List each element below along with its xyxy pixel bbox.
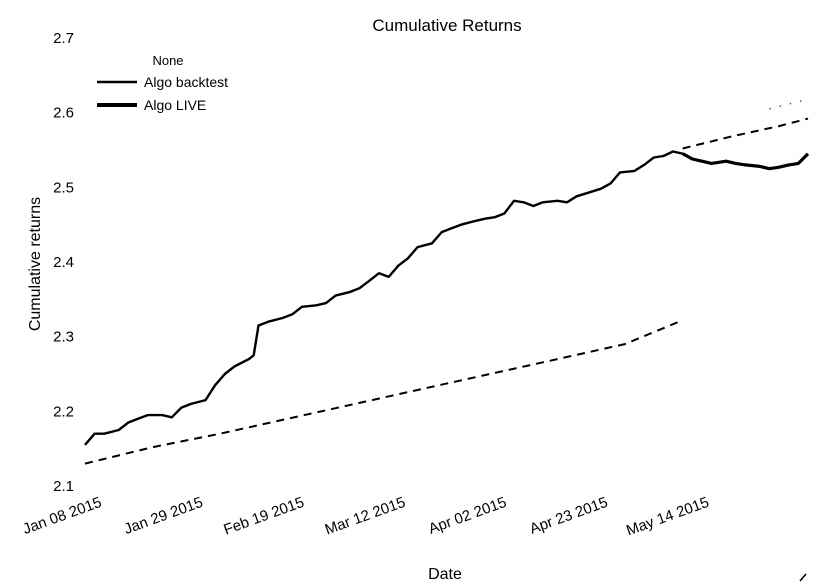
x-tick-label: Apr 02 2015	[426, 494, 509, 538]
x-tick-label: Jan 29 2015	[122, 494, 205, 538]
x-tick-label: Mar 12 2015	[323, 494, 408, 539]
series-line-reference-2	[84, 319, 684, 465]
x-tick-label: Apr 23 2015	[527, 494, 610, 538]
series-line-reference-4	[769, 98, 809, 110]
x-axis-label: Date	[428, 566, 462, 583]
y-tick-label: 2.7	[53, 30, 74, 47]
x-tick-label: May 14 2015	[624, 494, 711, 540]
y-tick-label: 2.5	[53, 179, 74, 196]
legend-label-algo-live: Algo LIVE	[144, 97, 206, 113]
y-tick-label: 2.1	[53, 478, 74, 495]
series-line-algo-live	[681, 152, 810, 171]
series-line-reference-3	[682, 117, 809, 150]
legend: None Algo backtest Algo LIVE	[97, 53, 228, 113]
y-tick-label: 2.6	[53, 105, 74, 122]
x-axis-ticks: Jan 08 2015 Jan 29 2015 Feb 19 2015 Mar 12 …	[21, 494, 712, 540]
legend-title: None	[152, 53, 183, 68]
y-tick-label: 2.4	[53, 254, 74, 271]
corner-mark	[799, 573, 807, 582]
y-axis-ticks: 2.1 2.2 2.3 2.4 2.5 2.6 2.7	[53, 30, 74, 495]
x-tick-label: Jan 08 2015	[21, 494, 104, 538]
series-layer	[84, 98, 810, 465]
y-tick-label: 2.3	[53, 329, 74, 346]
y-axis-label: Cumulative returns	[27, 197, 44, 331]
chart-title: Cumulative Returns	[372, 16, 521, 35]
legend-label-algo-backtest: Algo backtest	[144, 74, 228, 90]
x-tick-label: Feb 19 2015	[221, 494, 306, 539]
y-tick-label: 2.2	[53, 403, 74, 420]
series-line-algo-backtest	[84, 150, 683, 446]
